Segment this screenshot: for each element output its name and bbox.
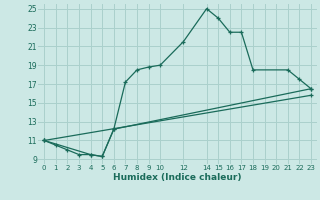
X-axis label: Humidex (Indice chaleur): Humidex (Indice chaleur) xyxy=(113,173,242,182)
